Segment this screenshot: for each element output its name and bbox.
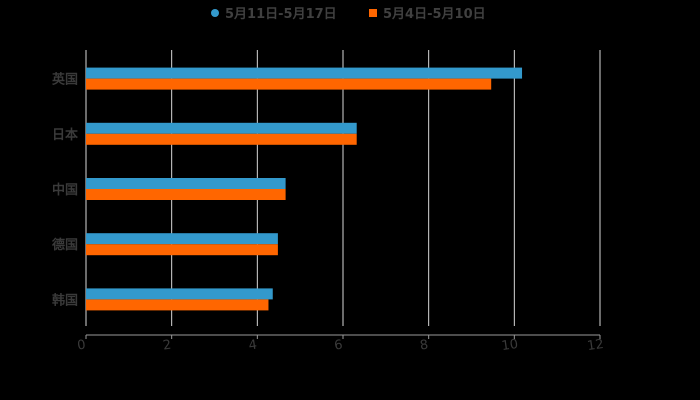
- bar: [86, 244, 278, 256]
- x-tick-label: 4: [248, 338, 258, 354]
- bar: [86, 133, 357, 145]
- legend-label: 5月11日-5月17日: [225, 7, 337, 22]
- bar: [86, 299, 269, 311]
- legend-marker-square-icon: [369, 9, 377, 17]
- category-label: 英国: [51, 72, 78, 88]
- bar: [86, 189, 286, 200]
- bars: [86, 67, 523, 311]
- x-tick-label: 8: [419, 338, 429, 354]
- x-tick-label: 0: [76, 338, 86, 354]
- bar: [86, 233, 278, 245]
- bar: [86, 122, 357, 134]
- bar: [86, 288, 273, 300]
- x-axis: 0 2 4 6 8 10 12: [76, 334, 605, 354]
- category-label: 德国: [52, 237, 78, 253]
- bar: [86, 178, 286, 189]
- x-tick-label: 2: [162, 338, 172, 354]
- category-label: 韩国: [52, 292, 78, 308]
- bar: [86, 67, 523, 79]
- category-label: 日本: [52, 127, 78, 143]
- x-tick-label: 10: [501, 337, 519, 354]
- legend-label: 5月4日-5月10日: [383, 7, 486, 22]
- x-tick-label: 6: [333, 338, 343, 354]
- legend-marker-circle-icon: [211, 9, 219, 17]
- x-tick-label: 12: [586, 337, 604, 354]
- legend: 5月11日-5月17日 5月4日-5月10日: [211, 7, 486, 22]
- bar: [86, 78, 492, 90]
- category-label: 中国: [52, 182, 78, 198]
